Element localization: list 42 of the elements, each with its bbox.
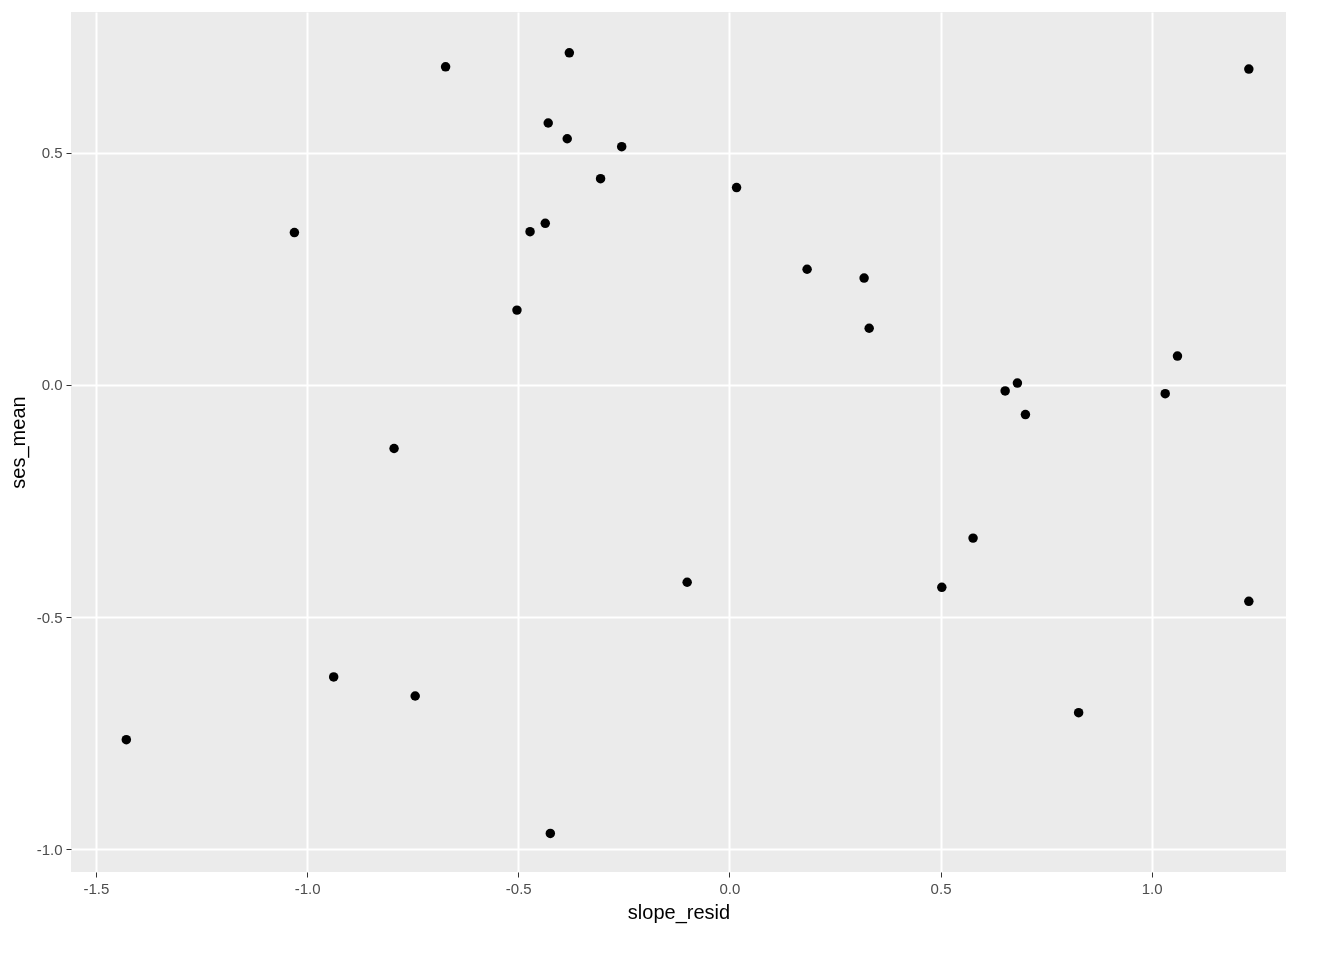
y-tick-label: 0.0 [41,376,63,394]
point [440,62,451,72]
point [1172,351,1183,361]
point [562,134,572,144]
point [802,264,812,274]
point [616,141,627,152]
point [328,672,339,682]
x-tick-label: -0.5 [505,879,532,897]
point [389,443,399,454]
point [1000,386,1010,396]
point [1020,409,1031,420]
point [859,273,869,283]
point [289,227,300,238]
x-tick-label: -1.0 [294,879,321,897]
y-tick-label: -0.5 [36,608,63,626]
point [410,691,420,701]
point [864,323,874,333]
y-axis-title: ses_mean [6,396,30,489]
point [525,226,535,237]
x-axis-title: slope_resid [627,900,731,924]
point [1244,64,1254,74]
point [731,182,742,193]
x-tick-label: 1.0 [1141,879,1163,897]
point [1160,388,1170,399]
point [1244,596,1254,607]
point [968,533,978,543]
point [121,734,132,745]
y-tick-label: -1.0 [36,840,63,858]
point [540,218,550,229]
point [595,173,606,184]
point [543,118,553,128]
point [564,48,575,58]
y-tick-label: 0.5 [41,144,63,162]
point [545,828,556,839]
point [1012,378,1023,388]
x-tick-label: 0.0 [719,879,741,897]
point [937,582,947,593]
point [682,577,692,587]
x-tick-label: -1.5 [83,879,110,897]
x-tick-label: 0.5 [930,879,952,897]
point [512,305,522,315]
point [1073,707,1084,718]
